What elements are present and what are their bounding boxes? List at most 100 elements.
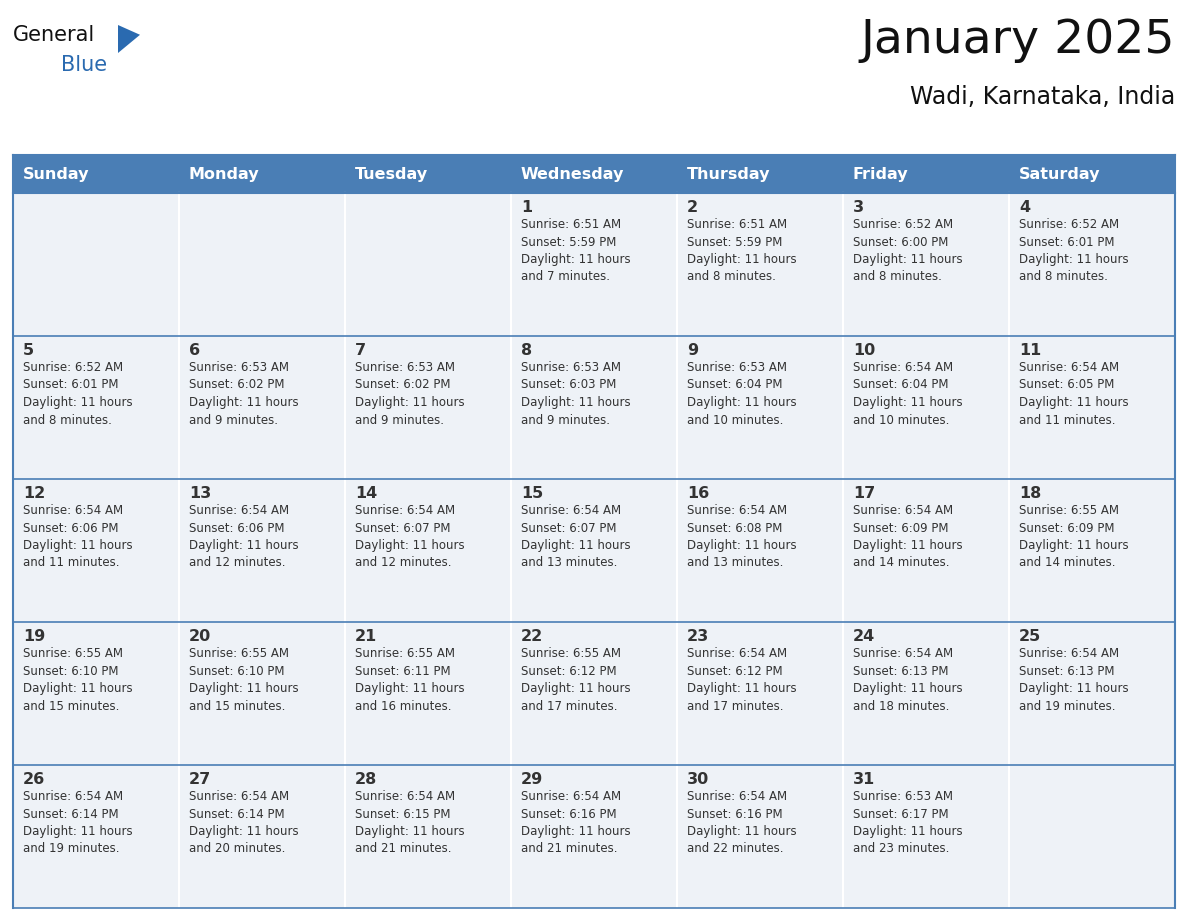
Text: 22: 22 — [522, 629, 543, 644]
Bar — [13, 193, 179, 336]
Bar — [843, 765, 1009, 908]
Text: 28: 28 — [355, 772, 378, 787]
Bar — [13, 622, 179, 765]
Text: Saturday: Saturday — [1019, 166, 1100, 182]
Text: Sunrise: 6:53 AM
Sunset: 6:02 PM
Daylight: 11 hours
and 9 minutes.: Sunrise: 6:53 AM Sunset: 6:02 PM Dayligh… — [189, 361, 298, 427]
Text: 15: 15 — [522, 486, 543, 501]
Text: 12: 12 — [23, 486, 45, 501]
Text: Sunrise: 6:52 AM
Sunset: 6:00 PM
Daylight: 11 hours
and 8 minutes.: Sunrise: 6:52 AM Sunset: 6:00 PM Dayligh… — [853, 218, 962, 284]
Bar — [511, 765, 677, 908]
Bar — [13, 155, 179, 193]
Text: Sunrise: 6:54 AM
Sunset: 6:08 PM
Daylight: 11 hours
and 13 minutes.: Sunrise: 6:54 AM Sunset: 6:08 PM Dayligh… — [687, 504, 797, 569]
Text: 25: 25 — [1019, 629, 1041, 644]
Text: 18: 18 — [1019, 486, 1041, 501]
Text: Sunrise: 6:54 AM
Sunset: 6:06 PM
Daylight: 11 hours
and 11 minutes.: Sunrise: 6:54 AM Sunset: 6:06 PM Dayligh… — [23, 504, 133, 569]
Bar — [677, 479, 843, 622]
Text: Sunrise: 6:54 AM
Sunset: 6:12 PM
Daylight: 11 hours
and 17 minutes.: Sunrise: 6:54 AM Sunset: 6:12 PM Dayligh… — [687, 647, 797, 712]
Bar — [13, 336, 179, 479]
Text: 26: 26 — [23, 772, 45, 787]
Bar — [179, 479, 345, 622]
Text: Sunrise: 6:53 AM
Sunset: 6:02 PM
Daylight: 11 hours
and 9 minutes.: Sunrise: 6:53 AM Sunset: 6:02 PM Dayligh… — [355, 361, 465, 427]
Text: Sunrise: 6:54 AM
Sunset: 6:07 PM
Daylight: 11 hours
and 12 minutes.: Sunrise: 6:54 AM Sunset: 6:07 PM Dayligh… — [355, 504, 465, 569]
Text: Wadi, Karnataka, India: Wadi, Karnataka, India — [910, 85, 1175, 109]
Polygon shape — [118, 25, 140, 53]
Bar — [1009, 765, 1175, 908]
Text: Sunrise: 6:53 AM
Sunset: 6:17 PM
Daylight: 11 hours
and 23 minutes.: Sunrise: 6:53 AM Sunset: 6:17 PM Dayligh… — [853, 790, 962, 856]
Bar — [1009, 479, 1175, 622]
Text: Sunrise: 6:54 AM
Sunset: 6:09 PM
Daylight: 11 hours
and 14 minutes.: Sunrise: 6:54 AM Sunset: 6:09 PM Dayligh… — [853, 504, 962, 569]
Text: 31: 31 — [853, 772, 876, 787]
Bar — [1009, 336, 1175, 479]
Text: 17: 17 — [853, 486, 876, 501]
Bar — [345, 193, 511, 336]
Text: Sunrise: 6:54 AM
Sunset: 6:13 PM
Daylight: 11 hours
and 19 minutes.: Sunrise: 6:54 AM Sunset: 6:13 PM Dayligh… — [1019, 647, 1129, 712]
Text: 1: 1 — [522, 200, 532, 215]
Text: 11: 11 — [1019, 343, 1041, 358]
Bar — [677, 155, 843, 193]
Text: 10: 10 — [853, 343, 876, 358]
Text: Friday: Friday — [853, 166, 909, 182]
Bar — [345, 155, 511, 193]
Bar — [843, 479, 1009, 622]
Text: Wednesday: Wednesday — [522, 166, 625, 182]
Text: Sunrise: 6:54 AM
Sunset: 6:14 PM
Daylight: 11 hours
and 19 minutes.: Sunrise: 6:54 AM Sunset: 6:14 PM Dayligh… — [23, 790, 133, 856]
Text: Sunrise: 6:52 AM
Sunset: 6:01 PM
Daylight: 11 hours
and 8 minutes.: Sunrise: 6:52 AM Sunset: 6:01 PM Dayligh… — [23, 361, 133, 427]
Bar — [179, 336, 345, 479]
Text: Sunrise: 6:55 AM
Sunset: 6:10 PM
Daylight: 11 hours
and 15 minutes.: Sunrise: 6:55 AM Sunset: 6:10 PM Dayligh… — [189, 647, 298, 712]
Bar — [345, 336, 511, 479]
Text: 30: 30 — [687, 772, 709, 787]
Text: Sunrise: 6:54 AM
Sunset: 6:06 PM
Daylight: 11 hours
and 12 minutes.: Sunrise: 6:54 AM Sunset: 6:06 PM Dayligh… — [189, 504, 298, 569]
Bar — [179, 155, 345, 193]
Bar — [511, 336, 677, 479]
Text: Sunrise: 6:54 AM
Sunset: 6:14 PM
Daylight: 11 hours
and 20 minutes.: Sunrise: 6:54 AM Sunset: 6:14 PM Dayligh… — [189, 790, 298, 856]
Text: Sunrise: 6:53 AM
Sunset: 6:03 PM
Daylight: 11 hours
and 9 minutes.: Sunrise: 6:53 AM Sunset: 6:03 PM Dayligh… — [522, 361, 631, 427]
Bar — [511, 622, 677, 765]
Text: Sunrise: 6:55 AM
Sunset: 6:10 PM
Daylight: 11 hours
and 15 minutes.: Sunrise: 6:55 AM Sunset: 6:10 PM Dayligh… — [23, 647, 133, 712]
Text: 6: 6 — [189, 343, 200, 358]
Bar — [677, 193, 843, 336]
Text: 2: 2 — [687, 200, 699, 215]
Text: Sunrise: 6:52 AM
Sunset: 6:01 PM
Daylight: 11 hours
and 8 minutes.: Sunrise: 6:52 AM Sunset: 6:01 PM Dayligh… — [1019, 218, 1129, 284]
Bar — [13, 765, 179, 908]
Text: 8: 8 — [522, 343, 532, 358]
Text: 7: 7 — [355, 343, 366, 358]
Text: 20: 20 — [189, 629, 211, 644]
Bar — [677, 765, 843, 908]
Text: 14: 14 — [355, 486, 378, 501]
Text: Blue: Blue — [61, 55, 107, 75]
Text: 27: 27 — [189, 772, 211, 787]
Text: Sunrise: 6:55 AM
Sunset: 6:11 PM
Daylight: 11 hours
and 16 minutes.: Sunrise: 6:55 AM Sunset: 6:11 PM Dayligh… — [355, 647, 465, 712]
Bar — [511, 479, 677, 622]
Text: 16: 16 — [687, 486, 709, 501]
Text: Sunrise: 6:55 AM
Sunset: 6:12 PM
Daylight: 11 hours
and 17 minutes.: Sunrise: 6:55 AM Sunset: 6:12 PM Dayligh… — [522, 647, 631, 712]
Bar — [511, 193, 677, 336]
Text: 29: 29 — [522, 772, 543, 787]
Text: 23: 23 — [687, 629, 709, 644]
Bar — [1009, 193, 1175, 336]
Bar — [843, 622, 1009, 765]
Bar — [345, 765, 511, 908]
Text: 4: 4 — [1019, 200, 1030, 215]
Text: Thursday: Thursday — [687, 166, 771, 182]
Text: 24: 24 — [853, 629, 876, 644]
Text: Sunrise: 6:54 AM
Sunset: 6:13 PM
Daylight: 11 hours
and 18 minutes.: Sunrise: 6:54 AM Sunset: 6:13 PM Dayligh… — [853, 647, 962, 712]
Bar — [179, 193, 345, 336]
Bar — [1009, 155, 1175, 193]
Text: Monday: Monday — [189, 166, 260, 182]
Text: 3: 3 — [853, 200, 864, 215]
Text: 19: 19 — [23, 629, 45, 644]
Bar — [345, 479, 511, 622]
Text: 13: 13 — [189, 486, 211, 501]
Text: Sunrise: 6:51 AM
Sunset: 5:59 PM
Daylight: 11 hours
and 8 minutes.: Sunrise: 6:51 AM Sunset: 5:59 PM Dayligh… — [687, 218, 797, 284]
Text: Tuesday: Tuesday — [355, 166, 428, 182]
Bar — [677, 336, 843, 479]
Bar — [843, 155, 1009, 193]
Text: Sunday: Sunday — [23, 166, 89, 182]
Text: Sunrise: 6:54 AM
Sunset: 6:04 PM
Daylight: 11 hours
and 10 minutes.: Sunrise: 6:54 AM Sunset: 6:04 PM Dayligh… — [853, 361, 962, 427]
Text: Sunrise: 6:55 AM
Sunset: 6:09 PM
Daylight: 11 hours
and 14 minutes.: Sunrise: 6:55 AM Sunset: 6:09 PM Dayligh… — [1019, 504, 1129, 569]
Text: 5: 5 — [23, 343, 34, 358]
Text: 9: 9 — [687, 343, 699, 358]
Text: General: General — [13, 25, 95, 45]
Bar — [179, 622, 345, 765]
Text: Sunrise: 6:51 AM
Sunset: 5:59 PM
Daylight: 11 hours
and 7 minutes.: Sunrise: 6:51 AM Sunset: 5:59 PM Dayligh… — [522, 218, 631, 284]
